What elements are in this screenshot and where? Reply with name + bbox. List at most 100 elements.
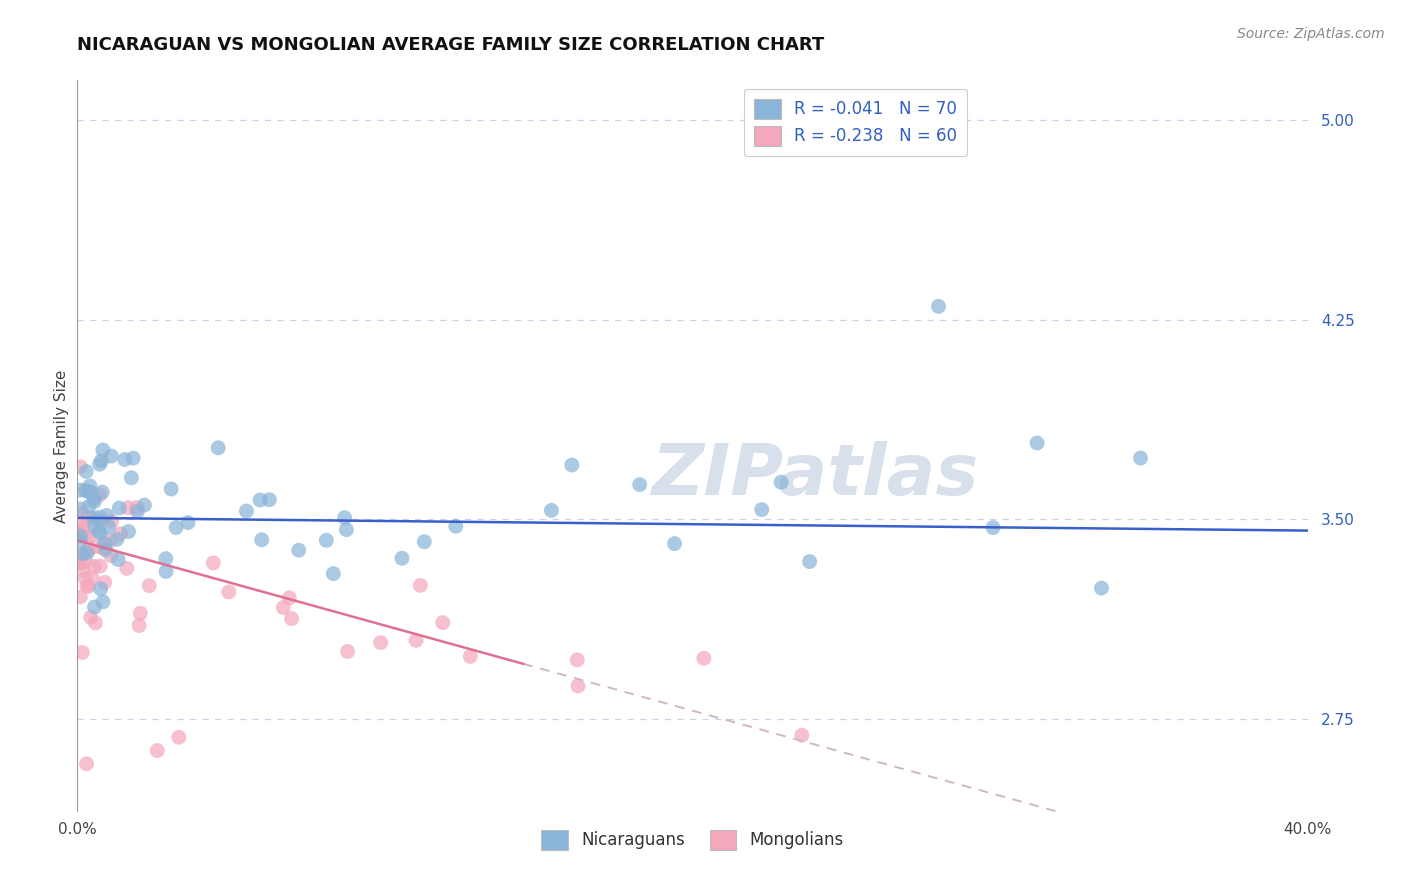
Point <box>249 493 271 508</box>
Point <box>202 556 225 570</box>
Point <box>89 514 111 528</box>
Point <box>336 644 359 658</box>
Point <box>72 547 94 561</box>
Point <box>100 449 122 463</box>
Point <box>259 492 281 507</box>
Point <box>567 679 589 693</box>
Point <box>91 595 114 609</box>
Point <box>114 452 136 467</box>
Point <box>561 458 583 472</box>
Point <box>458 649 481 664</box>
Point <box>90 582 112 596</box>
Point <box>69 556 91 570</box>
Point <box>129 607 152 621</box>
Point <box>77 579 100 593</box>
Point <box>107 552 129 566</box>
Point <box>128 618 150 632</box>
Point <box>218 585 240 599</box>
Point <box>82 511 104 525</box>
Point <box>98 533 121 548</box>
Point <box>120 471 142 485</box>
Text: Source: ZipAtlas.com: Source: ZipAtlas.com <box>1237 27 1385 41</box>
Point <box>105 533 128 547</box>
Point <box>75 515 97 529</box>
Point <box>84 518 107 533</box>
Point <box>69 529 91 543</box>
Point <box>97 520 120 534</box>
Point <box>75 465 97 479</box>
Point <box>432 615 454 630</box>
Point <box>155 565 177 579</box>
Point <box>87 524 110 539</box>
Point <box>177 516 200 530</box>
Point <box>278 591 301 605</box>
Point <box>370 635 392 649</box>
Point <box>72 522 94 536</box>
Point <box>155 551 177 566</box>
Point <box>322 566 344 581</box>
Point <box>83 494 105 508</box>
Point <box>1090 581 1112 595</box>
Point <box>122 451 145 466</box>
Point <box>72 563 94 577</box>
Point <box>69 548 91 562</box>
Point <box>83 559 105 574</box>
Point <box>77 500 100 514</box>
Point <box>69 502 91 516</box>
Point <box>93 536 115 550</box>
Point <box>405 633 427 648</box>
Point <box>280 612 302 626</box>
Point <box>77 530 100 544</box>
Point <box>628 477 651 491</box>
Point <box>981 520 1004 534</box>
Point <box>77 541 100 556</box>
Point <box>770 475 793 490</box>
Point <box>79 610 101 624</box>
Point <box>77 510 100 524</box>
Point <box>91 442 114 457</box>
Legend: Nicaraguans, Mongolians: Nicaraguans, Mongolians <box>533 822 852 858</box>
Point <box>94 543 117 558</box>
Point <box>89 488 111 502</box>
Point <box>96 508 118 523</box>
Point <box>91 485 114 500</box>
Point <box>125 500 148 515</box>
Point <box>69 556 91 570</box>
Point <box>72 645 94 659</box>
Point <box>165 520 187 534</box>
Point <box>84 615 107 630</box>
Point <box>1026 436 1049 450</box>
Point <box>413 534 436 549</box>
Point <box>69 483 91 497</box>
Point <box>91 541 114 556</box>
Point <box>76 756 98 771</box>
Point <box>94 575 117 590</box>
Point <box>693 651 716 665</box>
Point <box>134 498 156 512</box>
Point <box>100 549 122 563</box>
Point <box>333 510 356 524</box>
Point <box>89 510 111 524</box>
Point <box>146 743 169 757</box>
Point <box>80 486 103 500</box>
Point <box>69 533 91 548</box>
Point <box>567 653 589 667</box>
Point <box>271 600 294 615</box>
Point <box>73 525 96 540</box>
Point <box>77 542 100 557</box>
Point <box>76 546 98 560</box>
Text: ZIPatlas: ZIPatlas <box>652 441 979 509</box>
Point <box>115 561 138 575</box>
Point <box>83 491 105 505</box>
Point <box>207 441 229 455</box>
Point <box>100 514 122 528</box>
Point <box>89 457 111 471</box>
Point <box>235 504 257 518</box>
Point <box>90 454 112 468</box>
Text: NICARAGUAN VS MONGOLIAN AVERAGE FAMILY SIZE CORRELATION CHART: NICARAGUAN VS MONGOLIAN AVERAGE FAMILY S… <box>77 36 824 54</box>
Point <box>117 500 139 515</box>
Point <box>315 533 337 548</box>
Point <box>77 485 100 500</box>
Point <box>75 530 97 544</box>
Point <box>75 555 97 569</box>
